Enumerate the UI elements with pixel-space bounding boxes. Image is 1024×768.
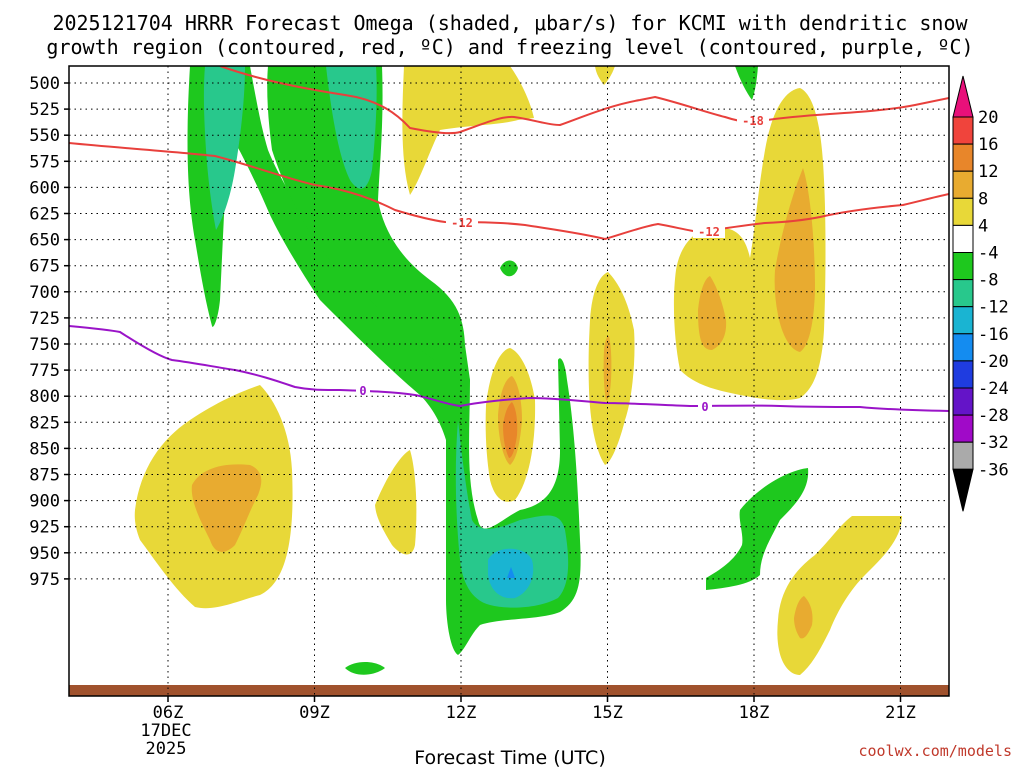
omega-green-small-2 <box>345 662 385 675</box>
y-tick-label: 675 <box>29 257 60 277</box>
omega-green-right-2 <box>706 468 809 590</box>
omega-orange-right-2 <box>774 168 815 352</box>
colorbar-top-arrow <box>952 75 974 118</box>
omega-orange-right-1 <box>698 276 727 350</box>
omega-green-small-1 <box>500 260 518 277</box>
colorbar-label: -20 <box>978 352 1009 372</box>
colorbar-label: -12 <box>978 298 1009 318</box>
y-tick-label: 625 <box>29 205 60 225</box>
y-tick-label: 700 <box>29 283 60 303</box>
colorbar-label: -28 <box>978 406 1009 426</box>
y-tick-label: 825 <box>29 413 60 433</box>
y-tick-label: 900 <box>29 492 60 512</box>
colorbar-segment <box>952 387 974 416</box>
contour-purple-freezing <box>69 325 949 412</box>
omega-orange-15z <box>603 336 612 401</box>
y-tick-label: 500 <box>29 74 60 94</box>
y-axis: 500 525 550 575 600 625 650 675 700 725 750 775 800 8… <box>29 74 69 590</box>
contour-label-zero-b: 0 <box>701 400 708 414</box>
colorbar-label: -16 <box>978 325 1009 345</box>
y-tick-label: 925 <box>29 518 60 538</box>
colorbar-bottom-arrow <box>952 468 974 512</box>
colorbar-segment <box>952 279 974 308</box>
x-axis: 06Z 09Z 12Z 15Z 18Z 21Z <box>153 696 916 723</box>
colorbar-segment <box>952 170 974 199</box>
contour-red-upper <box>219 66 949 135</box>
colorbar-label: 16 <box>978 135 998 155</box>
y-tick-label: 575 <box>29 152 60 172</box>
colorbar-segment <box>952 224 974 253</box>
x-tick-label: 06Z <box>153 703 184 723</box>
y-tick-label: 975 <box>29 570 60 590</box>
colorbar-segment <box>952 360 974 389</box>
colorbar-segment <box>952 414 974 443</box>
colorbar-label: 20 <box>978 108 998 128</box>
omega-yellow-lower-right <box>777 516 902 675</box>
plot-border <box>68 65 950 697</box>
y-tick-label: 800 <box>29 387 60 407</box>
y-tick-label: 775 <box>29 361 60 381</box>
y-tick-label: 950 <box>29 544 60 564</box>
chart-title-line2: growth region (contoured, red, ºC) and f… <box>46 35 973 59</box>
omega-darkorange-center <box>503 402 518 458</box>
colorbar-segment <box>952 197 974 226</box>
x-tick-label: 15Z <box>592 703 623 723</box>
colorbar-segment <box>952 143 974 172</box>
contour-red-lower <box>69 142 949 241</box>
colorbar-segment <box>952 441 974 470</box>
omega-orange-lower-right <box>794 596 813 639</box>
x-tick-label: 21Z <box>885 703 916 723</box>
contour-label-minus12b: -12 <box>698 225 720 239</box>
omega-yellow-topcenter2 <box>595 66 615 85</box>
omega-orange-left <box>191 464 262 552</box>
colorbar-segment <box>952 306 974 335</box>
x-tick-label: 18Z <box>739 703 770 723</box>
colorbar-label: -32 <box>978 433 1009 453</box>
colorbar-label: 8 <box>978 189 988 209</box>
contour-label-minus18: -18 <box>742 114 764 128</box>
colorbar: 20 16 12 8 4 -4 -8 -12 -16 -20 -24 -28 -32 -36 <box>952 75 1009 512</box>
contour-label-zero-a: 0 <box>359 384 366 398</box>
colorbar-segment <box>952 116 974 145</box>
omega-teal-upper <box>326 66 377 189</box>
omega-green-band-main <box>187 66 581 655</box>
ground-strip <box>69 685 949 696</box>
omega-teal-upper-left <box>203 66 245 230</box>
x-tick-label: 09Z <box>299 703 330 723</box>
y-tick-label: 850 <box>29 439 60 459</box>
omega-yellow-topcenter <box>402 66 534 195</box>
omega-yellow-mid-left <box>375 450 417 555</box>
omega-teal-lower <box>455 420 569 608</box>
y-tick-label: 600 <box>29 178 60 198</box>
y-tick-label: 525 <box>29 100 60 120</box>
y-tick-label: 725 <box>29 309 60 329</box>
x-date-line1: 17DEC <box>140 721 191 741</box>
colorbar-segment <box>952 333 974 362</box>
colorbar-segment <box>952 252 974 281</box>
y-tick-label: 750 <box>29 335 60 355</box>
y-tick-label: 550 <box>29 126 60 146</box>
x-axis-title: Forecast Time (UTC) <box>414 747 605 768</box>
omega-yellow-15z <box>588 272 635 465</box>
gridlines <box>69 66 949 696</box>
omega-blue-dot <box>507 567 515 578</box>
plot-area: -18 -12 -12 0 0 <box>69 66 949 696</box>
credit-text: coolwx.com/models <box>858 742 1012 760</box>
omega-green-band-upper <box>267 66 470 380</box>
colorbar-label: 4 <box>978 216 988 236</box>
colorbar-label: -24 <box>978 379 1009 399</box>
x-date-line2: 2025 <box>146 739 187 759</box>
colorbar-label: -36 <box>978 460 1009 480</box>
colorbar-label: -8 <box>978 271 998 291</box>
contour-label-minus12a: -12 <box>451 216 473 230</box>
y-tick-label: 875 <box>29 466 60 486</box>
colorbar-label: 12 <box>978 162 998 182</box>
y-tick-label: 650 <box>29 231 60 251</box>
colorbar-label: -4 <box>978 244 998 264</box>
chart-title-line1: 2025121704 HRRR Forecast Omega (shaded, … <box>52 11 968 35</box>
x-tick-label: 12Z <box>446 703 477 723</box>
